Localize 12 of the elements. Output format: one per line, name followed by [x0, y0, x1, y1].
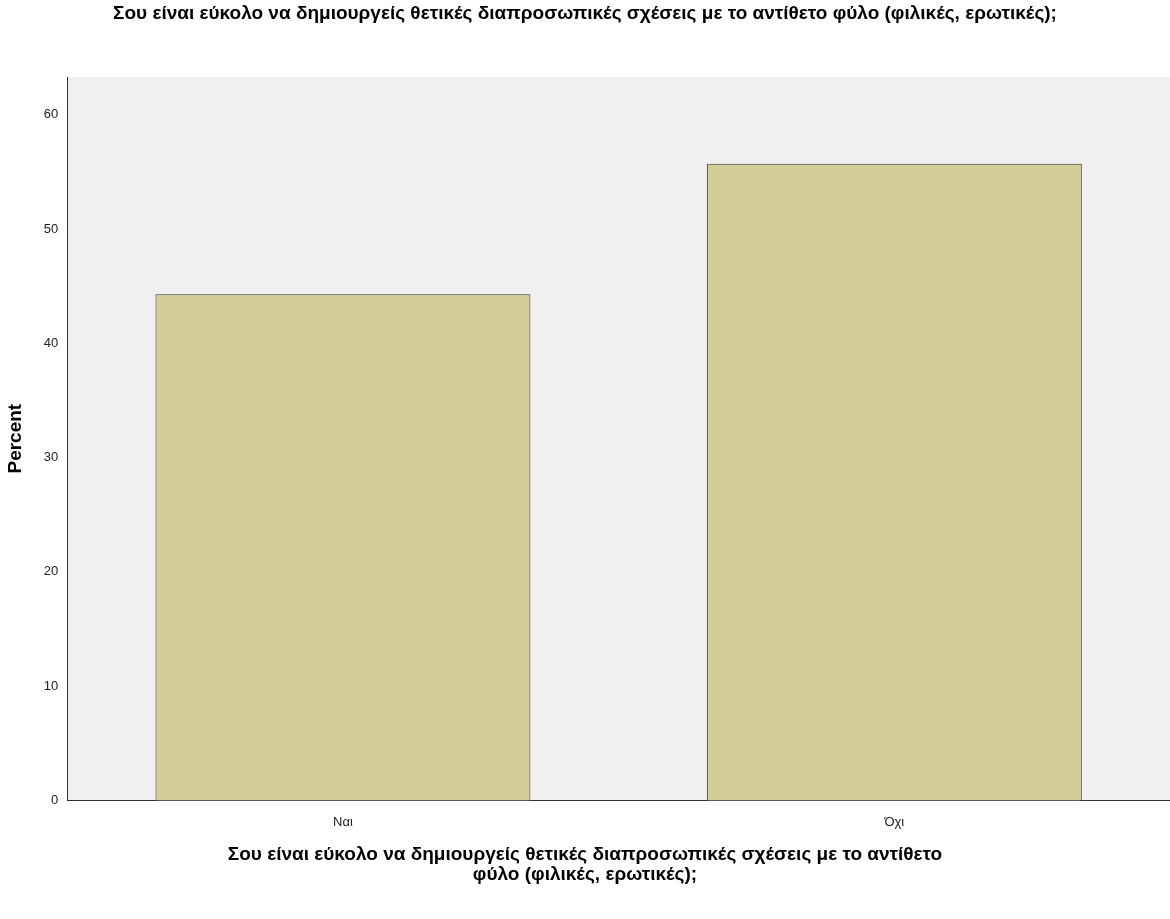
y-tick-label: 50 — [43, 220, 59, 236]
y-tick-label: 40 — [43, 334, 59, 350]
y-axis-title: Percent — [3, 403, 25, 474]
chart-title: Σου είναι εύκολο να δημιουργείς θετικές διαπροσωπικές σχέσεις με το αντίθετο φύλο (φιλικές, ερωτικές); — [112, 1, 1058, 25]
y-tick-label: 60 — [43, 106, 59, 122]
y-tick-label: 10 — [43, 677, 59, 693]
x-tick-label: Όχι — [883, 813, 905, 829]
y-tick-label: 20 — [43, 563, 59, 579]
y-tick-label: 30 — [43, 449, 59, 465]
x-tick-label: Ναι — [333, 813, 353, 829]
y-tick-label: 0 — [51, 791, 59, 807]
x-axis-title: Σου είναι εύκολο να δημιουργείς θετικές διαπροσωπικές σχέσεις με το αντίθετο φύλο (φιλικές, ερωτικές); — [226, 843, 944, 884]
